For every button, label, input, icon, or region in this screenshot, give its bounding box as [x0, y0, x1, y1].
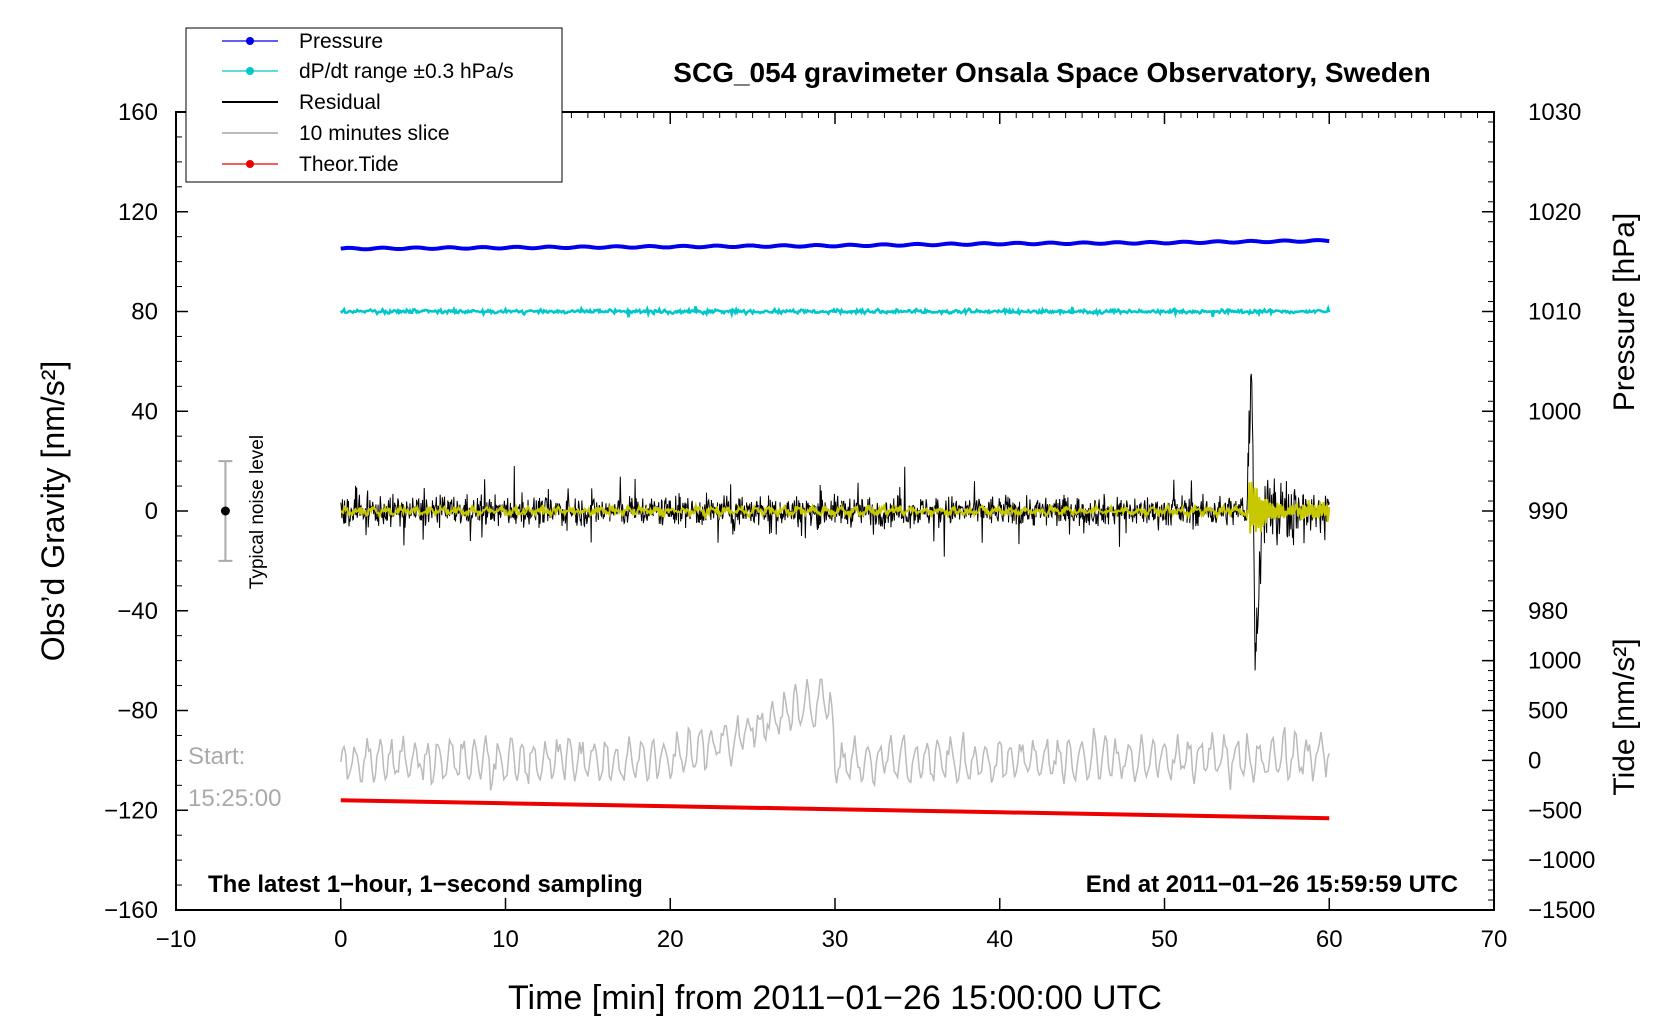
tide-tick-label: −1000	[1528, 847, 1595, 874]
y-tick-label-left: 40	[131, 398, 158, 425]
tide-tick-label: 0	[1528, 747, 1541, 774]
y-tick-label-left: −160	[104, 897, 158, 924]
residual-line	[340, 373, 1330, 671]
pressure-tick-label: 1000	[1528, 398, 1581, 425]
x-tick-label: 20	[657, 926, 684, 953]
legend-tide-label: Theor.Tide	[299, 153, 399, 176]
y-tick-label-left: 120	[118, 199, 158, 226]
y-tick-label-left: 160	[118, 99, 158, 126]
legend-pressure-label: Pressure	[299, 30, 383, 53]
y-axis-label-left: Obs’d Gravity [nm/s²]	[35, 361, 71, 662]
residual-fit-line	[340, 481, 1331, 534]
x-tick-label: 30	[822, 926, 849, 953]
start-time-label: 15:25:00	[188, 785, 281, 812]
tide-tick-label: −500	[1528, 797, 1582, 824]
y-tick-label-left: −120	[104, 797, 158, 824]
y-tick-label-left: −40	[117, 598, 158, 625]
y-tick-label-left: 80	[131, 299, 158, 326]
pressure-tick-label: 1020	[1528, 199, 1581, 226]
legend-box	[185, 27, 563, 183]
sampling-note: The latest 1−hour, 1−second sampling	[208, 871, 643, 898]
tide-tick-label: 1000	[1528, 648, 1581, 675]
x-tick-label: −10	[156, 926, 197, 953]
y-axis-label-tide: Tide [nm/s²]	[1608, 638, 1641, 795]
x-axis-label: Time [min] from 2011−01−26 15:00:00 UTC	[508, 979, 1162, 1017]
x-tick-label: 0	[334, 926, 347, 953]
ten-minute-slice-line	[340, 678, 1330, 791]
pressure-tick-label: 990	[1528, 498, 1568, 525]
end-time-note: End at 2011−01−26 15:59:59 UTC	[1086, 871, 1458, 898]
y-axis-label-pressure: Pressure [hPa]	[1608, 213, 1641, 411]
pressure-tick-label: 1030	[1528, 99, 1581, 126]
legend-tide-marker	[246, 160, 254, 168]
x-tick-label: 40	[986, 926, 1013, 953]
theoretical-tide-line	[340, 798, 1330, 821]
tide-tick-label: −1500	[1528, 897, 1595, 924]
tide-tick-label: 500	[1528, 698, 1568, 725]
x-tick-label: 60	[1316, 926, 1343, 953]
y-tick-label-left: −80	[117, 698, 158, 725]
chart-title: SCG_054 gravimeter Onsala Space Observat…	[673, 57, 1430, 88]
plot-series	[339, 238, 1331, 821]
pressure-tick-label: 1010	[1528, 299, 1581, 326]
legend-slice-label: 10 minutes slice	[299, 122, 450, 145]
x-tick-label: 50	[1151, 926, 1178, 953]
pressure-line	[340, 238, 1330, 252]
legend: Pressure dP/dt range ±0.3 hPa/s Residual…	[185, 27, 563, 183]
axes: −10 0 10 20 30 40 50 60 7016012080400−40−80−120−…	[104, 99, 1595, 953]
legend-dpdt-label: dP/dt range ±0.3 hPa/s	[299, 60, 514, 83]
legend-residual-label: Residual	[299, 91, 381, 114]
pressure-tick-label: 980	[1528, 598, 1568, 625]
legend-pressure-marker	[246, 37, 254, 45]
dpdt-line	[339, 304, 1331, 319]
noise-bar-center	[220, 506, 230, 516]
x-tick-label: 70	[1481, 926, 1508, 953]
start-label: Start:	[188, 743, 245, 770]
y-tick-label-left: 0	[145, 498, 158, 525]
x-tick-label: 10	[492, 926, 519, 953]
legend-dpdt-marker	[246, 67, 254, 75]
noise-level-label: Typical noise level	[247, 435, 268, 589]
